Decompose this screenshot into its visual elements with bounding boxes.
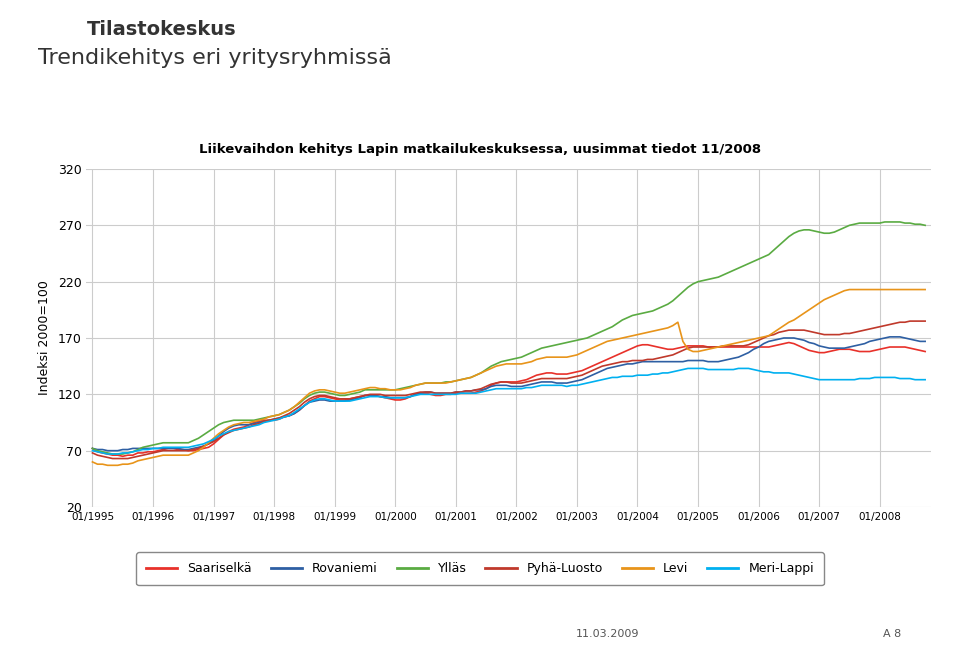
Legend: Saariselkä, Rovaniemi, Ylläs, Pyhä-Luosto, Levi, Meri-Lappi: Saariselkä, Rovaniemi, Ylläs, Pyhä-Luost… (136, 552, 824, 585)
Text: Trendikehitys eri yritysryhmissä: Trendikehitys eri yritysryhmissä (38, 49, 392, 68)
Text: A 8: A 8 (883, 629, 901, 639)
Text: 11.03.2009: 11.03.2009 (576, 629, 639, 639)
Text: Tilastokeskus: Tilastokeskus (86, 20, 236, 39)
Y-axis label: Indeksi 2000=100: Indeksi 2000=100 (37, 281, 51, 395)
Text: Liikevaihdon kehitys Lapin matkailukeskuksessa, uusimmat tiedot 11/2008: Liikevaihdon kehitys Lapin matkailukesku… (199, 143, 761, 156)
